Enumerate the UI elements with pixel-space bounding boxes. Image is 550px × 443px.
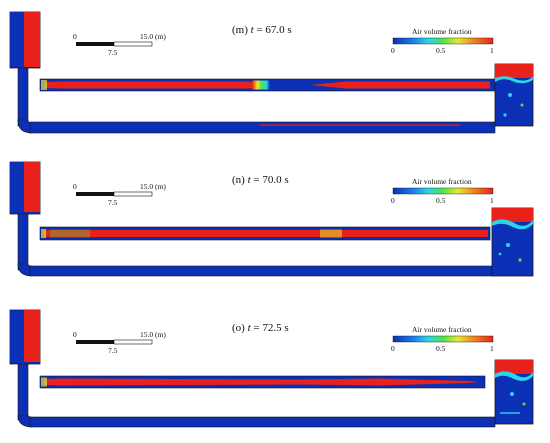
scale-bar-o: 0 15.0 (m) 7.5 <box>73 330 166 355</box>
panel-title-n: (n) t = 70.0 s <box>232 174 289 186</box>
reservoir-air-zone <box>24 12 40 67</box>
panel-title-m: (m) t = 67.0 s <box>232 24 292 36</box>
colorbar-legend-o: Air volume fraction 0 0.5 1 <box>391 325 494 353</box>
scale-bar-m: 0 15.0 (m) 7.5 <box>73 32 166 57</box>
legend-tick-1: 1 <box>490 46 494 55</box>
scale-end-label: 15.0 (m) <box>140 182 166 191</box>
vertical-pipe <box>17 67 29 127</box>
air-pocket-2 <box>310 81 490 89</box>
scale-start-label: 0 <box>73 182 77 191</box>
scale-end-label: 15.0 (m) <box>140 32 166 41</box>
scale-start-label: 0 <box>73 330 77 339</box>
lower-pipe <box>29 265 496 277</box>
legend-tick-0: 0 <box>391 46 395 55</box>
legend-tick-mid: 0.5 <box>436 46 446 55</box>
vertical-pipe <box>17 213 29 271</box>
legend-tick-1: 1 <box>490 344 494 353</box>
air-pocket-1 <box>44 230 488 237</box>
legend-tick-1: 1 <box>490 196 494 205</box>
legend-tick-mid: 0.5 <box>436 196 446 205</box>
scale-mid-label: 7.5 <box>108 346 118 355</box>
scale-mid-label: 7.5 <box>108 48 118 57</box>
legend-tick-0: 0 <box>391 344 395 353</box>
scale-start-label: 0 <box>73 32 77 41</box>
panel-n: 0 15.0 (m) 7.5 (n) t = 70.0 s Air volume… <box>9 161 534 277</box>
legend-title: Air volume fraction <box>412 27 472 36</box>
panel-o: 0 15.0 (m) 7.5 (o) t = 72.5 s Air volume… <box>9 309 534 428</box>
scale-end-label: 15.0 (m) <box>140 330 166 339</box>
legend-tick-mid: 0.5 <box>436 344 446 353</box>
legend-title: Air volume fraction <box>412 177 472 186</box>
lower-pipe <box>29 416 496 428</box>
panel-title-o: (o) t = 72.5 s <box>232 322 289 334</box>
legend-title: Air volume fraction <box>412 325 472 334</box>
colorbar-legend-n: Air volume fraction 0 0.5 1 <box>391 177 494 205</box>
legend-tick-0: 0 <box>391 196 395 205</box>
scale-mid-label: 7.5 <box>108 198 118 207</box>
air-pocket-1 <box>44 378 478 386</box>
panel-m: 0 15.0 (m) 7.5 (m) t = 67.0 s Air volume… <box>9 11 534 134</box>
scale-bar-n: 0 15.0 (m) 7.5 <box>73 182 166 207</box>
lower-pipe <box>29 121 496 134</box>
vertical-pipe <box>17 363 29 421</box>
colorbar-legend-m: Air volume fraction 0 0.5 1 <box>391 27 494 55</box>
air-pocket-1 <box>45 81 262 89</box>
